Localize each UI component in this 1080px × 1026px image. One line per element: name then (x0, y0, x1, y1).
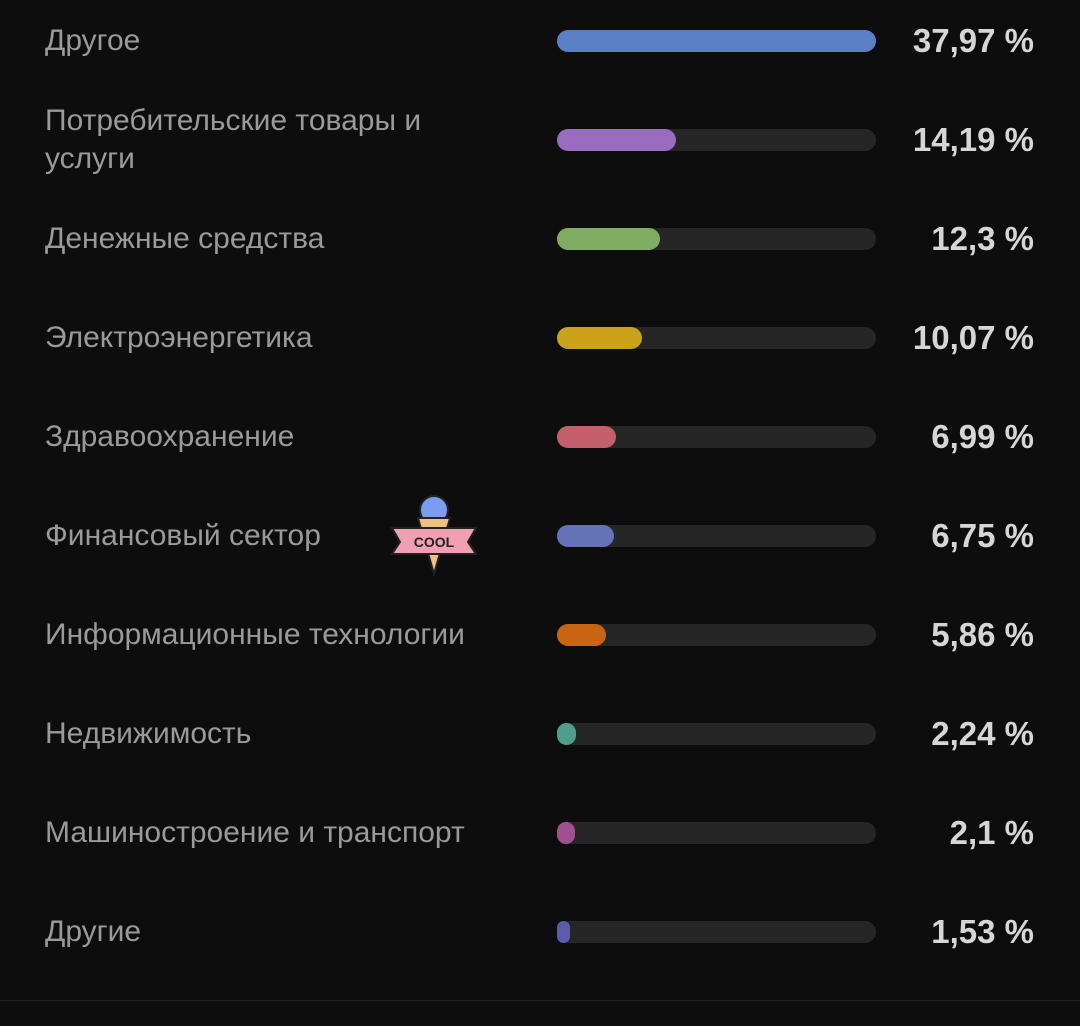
bar (557, 326, 642, 349)
row: Машиностроение и транспорт 2,1 % (0, 783, 1080, 882)
row: Другое 37,97 % (0, 0, 1080, 90)
category-label: Машиностроение и транспорт (45, 815, 465, 849)
value-label: 10,07 % (912, 318, 1034, 356)
value-label: 14,19 % (912, 120, 1034, 158)
row: Денежные средства 12,3 % (0, 189, 1080, 288)
bar-track (557, 821, 876, 844)
bar (557, 722, 576, 745)
sticker: COOL (390, 495, 478, 578)
category-label: Электроэнергетика (45, 320, 313, 354)
row: Недвижимость 2,24 % (0, 684, 1080, 783)
category-label: Информационные технологии (45, 617, 465, 651)
category-label: Недвижимость (45, 716, 252, 750)
bar-track (557, 326, 876, 349)
bar (557, 227, 661, 250)
bar-track (557, 623, 876, 646)
value-label: 5,86 % (931, 615, 1034, 653)
row: Информационные технологии 5,86 % (0, 585, 1080, 684)
category-label: Финансовый сектор (45, 518, 321, 552)
bar-track (557, 524, 876, 547)
bar (557, 128, 677, 151)
bar-track (557, 425, 876, 448)
bar (557, 920, 570, 943)
bar (557, 623, 607, 646)
row: Электроэнергетика 10,07 % (0, 288, 1080, 387)
bar (557, 425, 616, 448)
value-label: 37,97 % (912, 21, 1034, 59)
category-label: Другое (45, 23, 141, 57)
bar-track (557, 722, 876, 745)
bar-track (557, 128, 876, 151)
value-label: 2,24 % (931, 714, 1034, 752)
row: Потребительские товары и услуги 14,19 % (0, 90, 1080, 189)
bar (557, 29, 876, 52)
value-label: 12,3 % (931, 219, 1034, 257)
category-label: Другие (45, 914, 142, 948)
category-label: Денежные средства (45, 221, 325, 255)
value-label: 6,75 % (931, 516, 1034, 554)
bar-track (557, 227, 876, 250)
bar-track (557, 29, 876, 52)
bar (557, 524, 614, 547)
row: Финансовый сектор 6,75 % (0, 486, 1080, 585)
bar-track (557, 920, 876, 943)
row: Другие 1,53 % (0, 882, 1080, 981)
divider (0, 1000, 1080, 1001)
category-label: Потребительские товары и услуги (45, 103, 422, 175)
row: Здравоохранение 6,99 % (0, 387, 1080, 486)
category-label: Здравоохранение (45, 419, 295, 453)
value-label: 2,1 % (949, 813, 1034, 851)
value-label: 1,53 % (931, 912, 1034, 950)
bar (557, 821, 575, 844)
sticker-text: COOL (414, 534, 455, 550)
value-label: 6,99 % (931, 417, 1034, 455)
